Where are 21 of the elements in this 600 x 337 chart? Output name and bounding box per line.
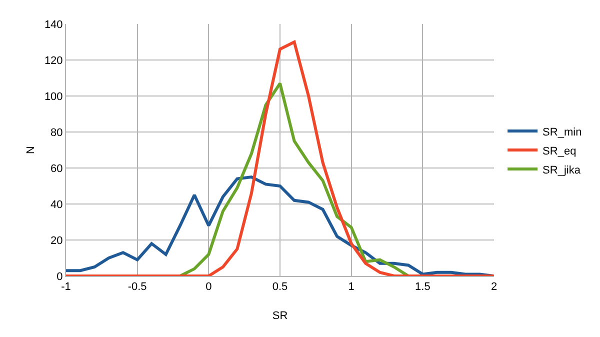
x-tick-label: -0.5: [128, 281, 147, 294]
line-series: [178, 82, 410, 276]
y-tick-label: 140: [44, 18, 63, 31]
y-tick-label: 40: [50, 198, 63, 211]
legend-label: SR_eq: [542, 145, 576, 158]
y-axis-title: N: [25, 146, 37, 154]
x-tick-label: 0: [206, 281, 212, 294]
y-tick-label: 120: [44, 54, 63, 67]
y-tick-label: 20: [50, 234, 63, 247]
y-tick-label: 100: [44, 90, 63, 103]
x-tick-label: 1: [348, 281, 354, 294]
y-tick-label: 0: [56, 270, 63, 283]
x-axis-title: SR: [272, 310, 288, 322]
x-tick-label: 0.5: [272, 281, 288, 294]
legend-label: SR_min: [542, 126, 582, 138]
y-tick-label: 60: [50, 162, 63, 175]
x-tick-label: 1.5: [415, 281, 430, 294]
x-tick-label: -1: [61, 281, 71, 294]
y-tick-label: 80: [50, 126, 63, 139]
legend-label: SR_jika: [542, 164, 582, 176]
x-tick-label: 2: [490, 281, 498, 294]
